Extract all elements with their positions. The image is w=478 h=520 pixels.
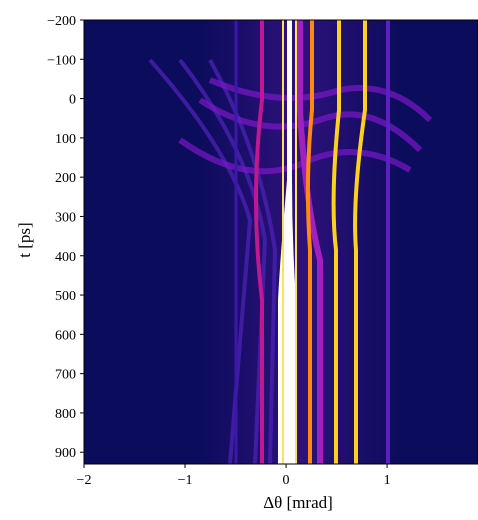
y-tick-label: 200 xyxy=(55,171,76,186)
y-tick-label: 900 xyxy=(55,446,76,461)
y-tick-label: −200 xyxy=(47,14,76,29)
y-tick-label: 300 xyxy=(55,210,76,225)
y-tick-label: 800 xyxy=(55,407,76,422)
x-tick-label: −1 xyxy=(178,473,193,488)
y-tick-label: 500 xyxy=(55,289,76,304)
y-tick-label: 700 xyxy=(55,368,76,383)
x-tick-label: −2 xyxy=(77,473,92,488)
y-tick-label: 400 xyxy=(55,250,76,265)
y-tick-label: 600 xyxy=(55,328,76,343)
heatmap-image xyxy=(84,20,478,464)
y-axis-label: t [ps] xyxy=(15,222,34,257)
y-tick-label: 0 xyxy=(69,93,76,108)
y-tick-label: 100 xyxy=(55,132,76,147)
x-tick-label: 1 xyxy=(384,473,391,488)
y-tick-label: −100 xyxy=(47,53,76,68)
x-axis-label: Δθ [mrad] xyxy=(263,493,333,512)
x-tick-label: 0 xyxy=(283,473,290,488)
plot-frame xyxy=(83,19,478,465)
